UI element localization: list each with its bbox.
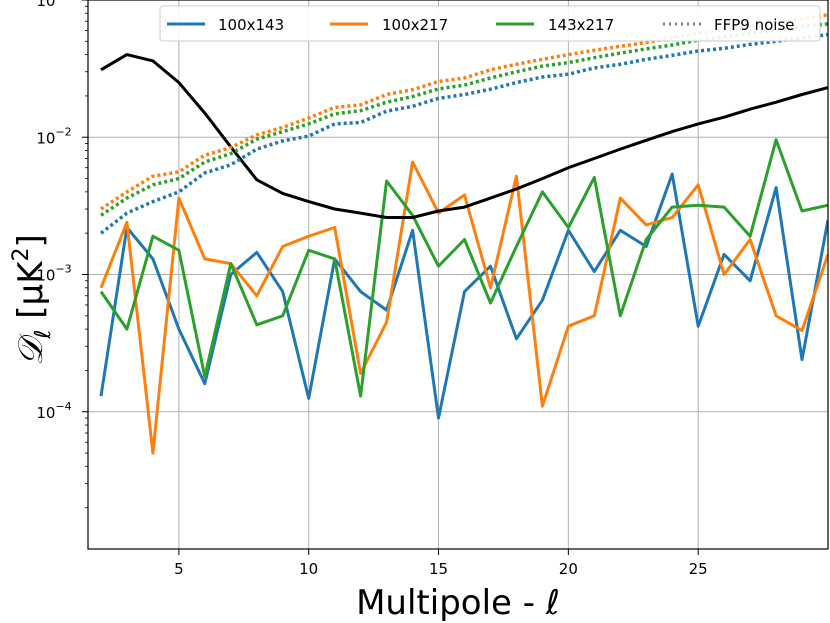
legend-label: 100x143 xyxy=(218,16,284,34)
y-tick-label: 10−3 xyxy=(36,263,71,285)
series-line-black xyxy=(100,53,828,219)
legend-item-ffp9-noise: FFP9 noise xyxy=(663,16,795,34)
grid xyxy=(88,0,828,549)
x-axis-ticks: 5 10 15 20 25 xyxy=(174,549,708,578)
series-line-orange xyxy=(99,160,828,455)
y-axis-title-unit: [μK xyxy=(11,260,51,319)
x-tick-label: 25 xyxy=(689,560,708,578)
y-axis-title-unit-exp: 2 xyxy=(9,248,34,262)
x-tick-label: 20 xyxy=(559,560,578,578)
legend: 100x143 100x217 143x217 FFP9 noise xyxy=(159,5,821,42)
legend-label: 100x217 xyxy=(382,16,448,34)
legend-item-143x217: 143x217 xyxy=(496,16,614,34)
y-tick-label: 10−4 xyxy=(36,400,71,422)
y-axis-ticks: 10−1 10−2 10−3 10−4 xyxy=(36,0,88,509)
x-tick-label: 15 xyxy=(429,560,448,578)
x-tick-label: 5 xyxy=(174,560,184,578)
legend-label: 143x217 xyxy=(548,16,614,34)
y-tick-label: 10−1 xyxy=(36,0,71,10)
y-tick-label: 10−2 xyxy=(36,125,71,147)
series-line-blue-noise xyxy=(99,32,828,235)
legend-item-100x143: 100x143 xyxy=(167,16,284,34)
x-tick-label: 10 xyxy=(299,560,318,578)
series-line-green xyxy=(99,138,828,398)
y-axis-title-subscript: ℓ xyxy=(31,330,56,340)
legend-label: FFP9 noise xyxy=(714,16,795,34)
y-axis-title: 𝒟ℓ [μK2] xyxy=(9,234,56,366)
svg-text:𝒟ℓ [μK2]: 𝒟ℓ [μK2] xyxy=(9,234,56,366)
legend-item-100x217: 100x217 xyxy=(330,16,448,34)
x-axis-title: Multipole - ℓ xyxy=(356,583,560,623)
y-axis-title-close: ] xyxy=(11,234,51,247)
legend-frame xyxy=(159,5,821,42)
series-line-blue xyxy=(99,172,828,420)
